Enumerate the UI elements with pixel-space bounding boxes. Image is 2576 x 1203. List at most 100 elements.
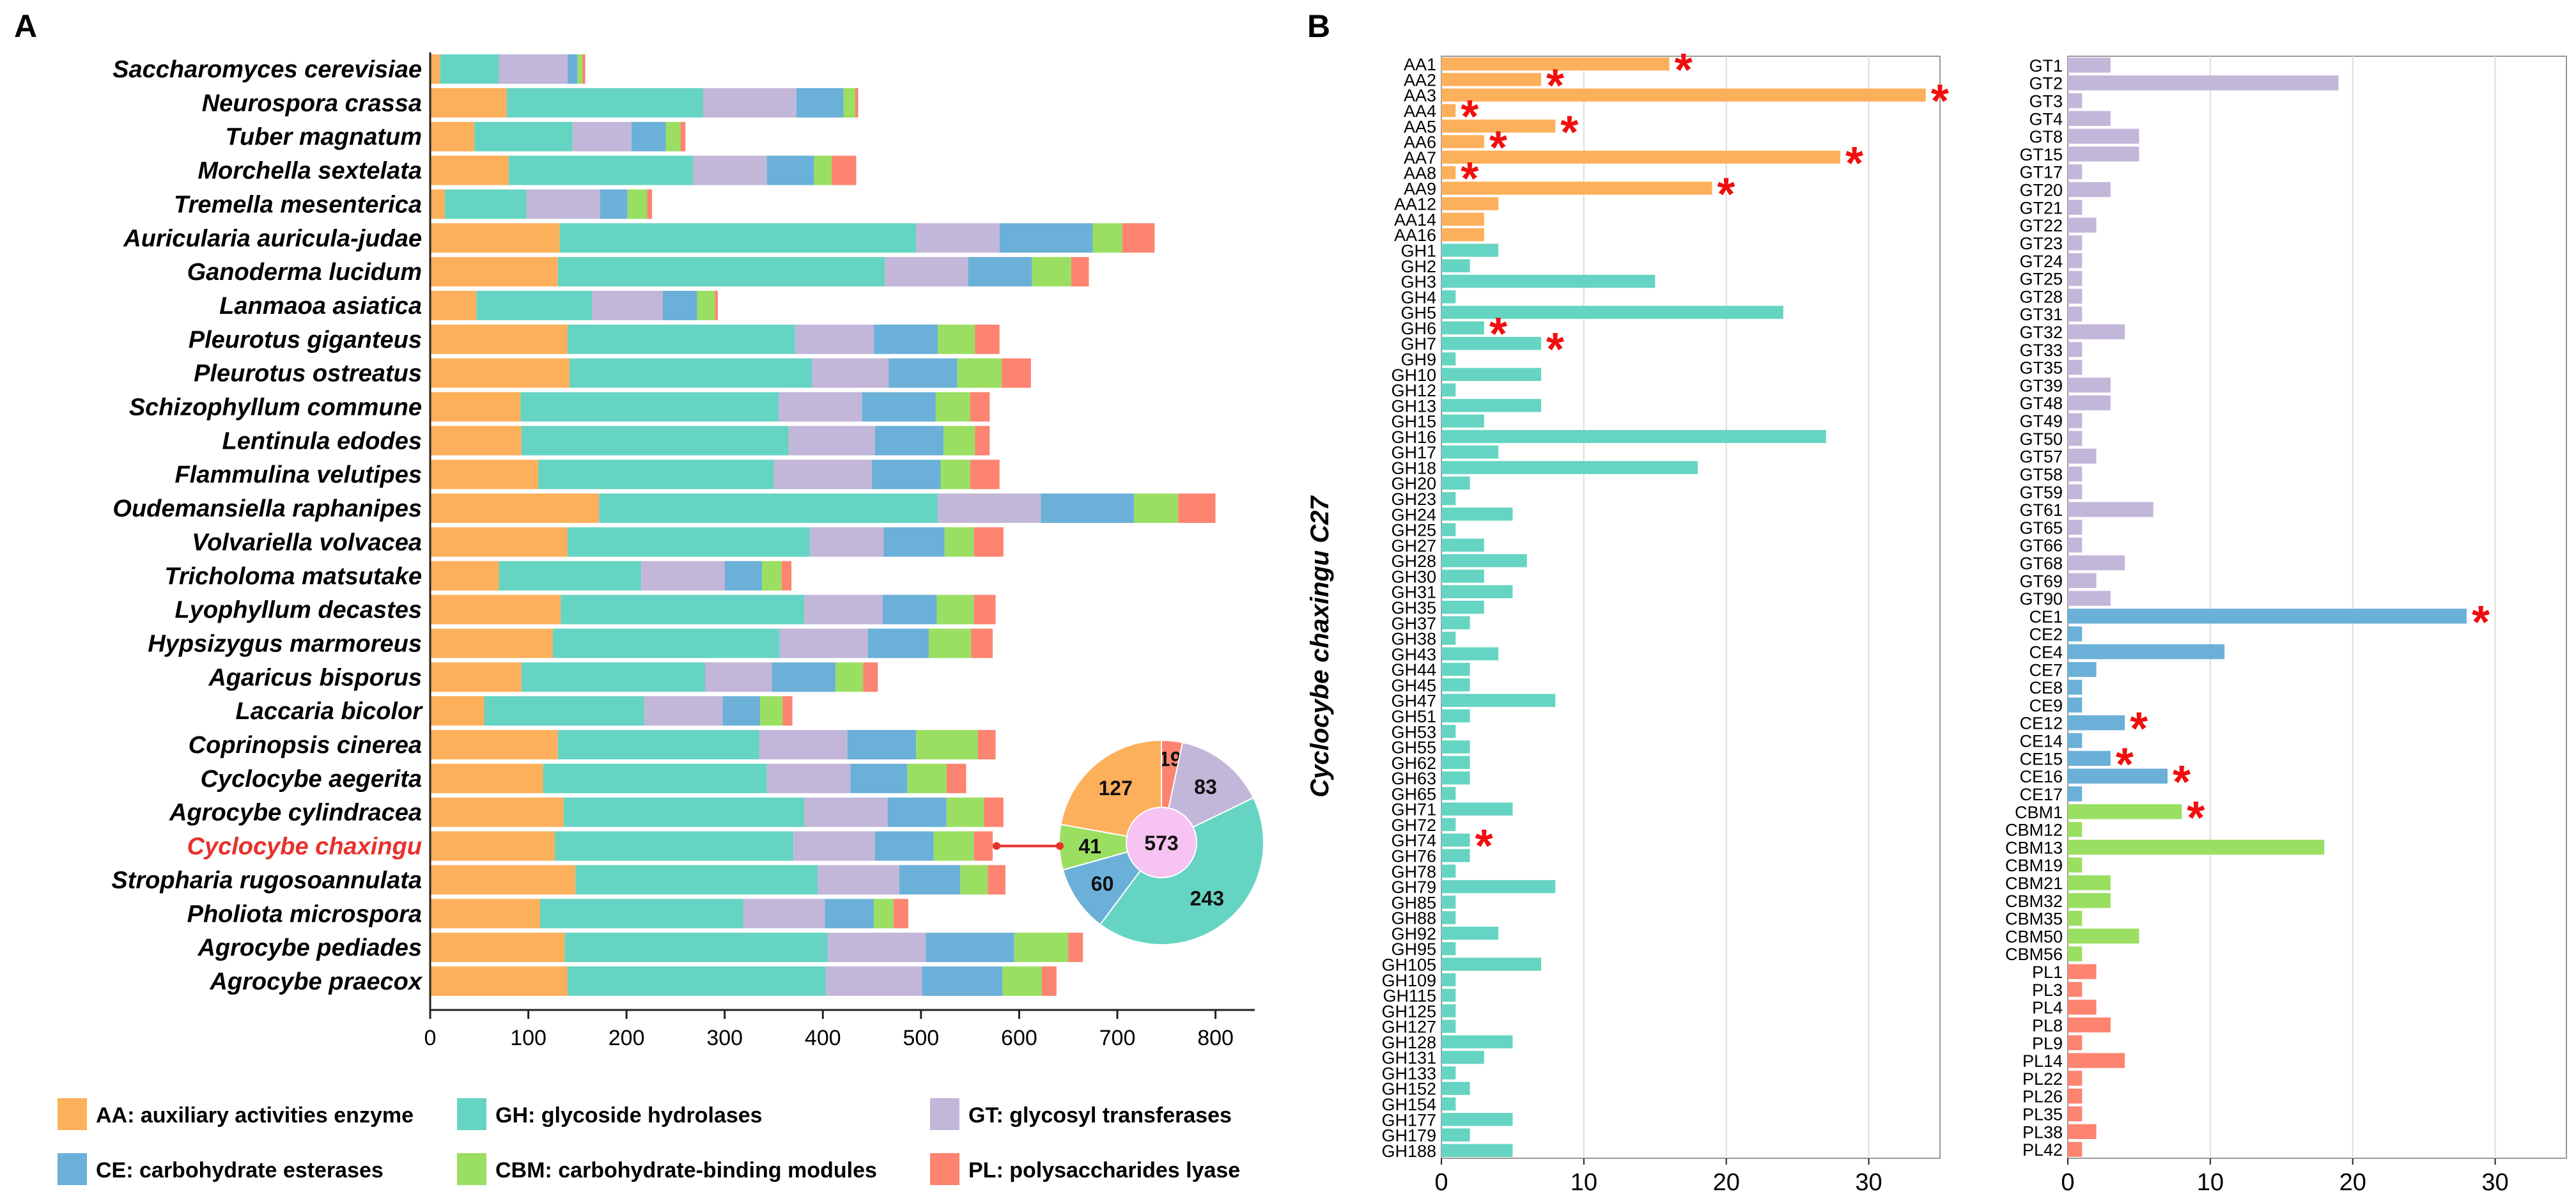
family-label: GH25 — [1391, 521, 1436, 540]
family-bar — [2068, 270, 2083, 286]
bar-segment — [937, 324, 975, 354]
family-bar — [1441, 414, 1484, 428]
family-bar — [1441, 818, 1456, 832]
bar-segment — [575, 865, 818, 895]
family-label: GH133 — [1381, 1064, 1436, 1083]
bar-segment — [520, 392, 779, 422]
family-label: GH63 — [1391, 769, 1436, 788]
family-bar — [2068, 324, 2125, 339]
family-bar — [2068, 591, 2111, 606]
bar-segment — [430, 121, 475, 151]
x-tick-label: 0 — [2061, 1169, 2074, 1196]
family-bar — [1441, 1066, 1456, 1080]
bar-segment — [662, 290, 697, 320]
family-label: GH125 — [1381, 1002, 1436, 1021]
family-bar — [2068, 804, 2182, 819]
bar-segment — [937, 493, 1041, 524]
bar-segment — [795, 324, 874, 354]
family-label: GH188 — [1381, 1142, 1436, 1161]
bar-segment — [760, 696, 783, 726]
family-label: GH9 — [1401, 350, 1436, 369]
family-bar — [2068, 857, 2083, 873]
family-bar — [2068, 431, 2083, 446]
family-bar — [2068, 1035, 2083, 1050]
family-label: PL9 — [2032, 1034, 2063, 1053]
species-label: Neurospora crassa — [202, 90, 422, 117]
species-label: Auricularia auricula-judae — [123, 225, 422, 252]
family-bar — [1441, 135, 1484, 148]
family-label: GH6 — [1401, 319, 1436, 338]
family-label: CBM13 — [2005, 838, 2063, 857]
pie-value-label: 83 — [1194, 775, 1217, 798]
bar-segment — [538, 460, 774, 490]
bar-segment — [772, 662, 836, 692]
family-label: CBM35 — [2005, 910, 2063, 929]
family-bar — [2068, 679, 2083, 695]
family-bar — [2068, 342, 2083, 357]
x-tick-label: 0 — [1434, 1169, 1448, 1196]
bar-segment — [484, 696, 644, 726]
bar-segment — [557, 257, 885, 287]
family-bar — [2068, 573, 2097, 588]
bar-segment — [1068, 933, 1083, 963]
species-label: Cyclocybe aegerita — [201, 766, 422, 793]
pie-center — [1126, 807, 1197, 878]
bar-segment — [855, 88, 858, 118]
family-bar — [1441, 1144, 1513, 1158]
family-label: GH92 — [1391, 924, 1436, 943]
bar-segment — [540, 899, 743, 929]
family-bar — [1441, 787, 1456, 800]
family-bar — [2068, 288, 2083, 304]
bar-segment — [552, 628, 780, 658]
bar-segment — [988, 865, 1005, 895]
family-bar — [1441, 368, 1541, 381]
family-label: AA9 — [1404, 179, 1436, 198]
bar-segment — [974, 527, 1004, 557]
species-label: Flammulina velutipes — [175, 462, 422, 488]
family-bar — [2068, 1017, 2111, 1033]
bar-segment — [960, 865, 988, 895]
legend-label: CBM: carbohydrate-binding modules — [495, 1158, 877, 1183]
family-label: GT90 — [2019, 589, 2063, 609]
bar-segment — [430, 797, 564, 827]
family-label: GT49 — [2019, 412, 2063, 431]
x-tick-label: 20 — [2339, 1169, 2366, 1196]
family-label: GH154 — [1381, 1095, 1436, 1114]
bar-segment — [1001, 358, 1031, 388]
family-bar — [1441, 678, 1470, 692]
family-bar — [2068, 111, 2111, 127]
species-label: Lentinula edodes — [222, 428, 422, 454]
family-bar — [1441, 1128, 1470, 1142]
legend-swatch — [930, 1098, 959, 1130]
family-label: AA3 — [1404, 86, 1436, 105]
bar-segment — [430, 933, 565, 963]
family-bar — [1441, 399, 1541, 412]
bar-segment — [1178, 493, 1216, 524]
family-bar — [2068, 786, 2083, 802]
family-bar — [1441, 88, 1926, 102]
family-bar — [2068, 875, 2111, 890]
species-label: Stropharia rugosoannulata — [111, 867, 422, 894]
family-bar — [1441, 570, 1484, 583]
family-bar — [1441, 104, 1456, 118]
bar-segment — [641, 561, 725, 591]
bar-segment — [850, 763, 908, 793]
family-label: GT33 — [2019, 341, 2063, 360]
bar-segment — [430, 831, 555, 861]
family-bar — [2068, 359, 2083, 375]
bar-segment — [1014, 933, 1069, 963]
family-bar — [2068, 626, 2083, 642]
family-label: CBM1 — [2015, 803, 2063, 822]
bar-segment — [430, 527, 568, 557]
family-label: GH62 — [1391, 754, 1436, 773]
family-bar — [2068, 609, 2467, 624]
significance-star: * — [2472, 597, 2490, 648]
bar-segment — [430, 290, 477, 320]
bar-segment — [874, 324, 938, 354]
x-tick-label: 0 — [424, 1026, 437, 1050]
family-bar — [1441, 880, 1556, 894]
family-label: GH43 — [1391, 645, 1436, 664]
family-label: GH10 — [1391, 366, 1436, 385]
family-bar — [1441, 1113, 1513, 1126]
